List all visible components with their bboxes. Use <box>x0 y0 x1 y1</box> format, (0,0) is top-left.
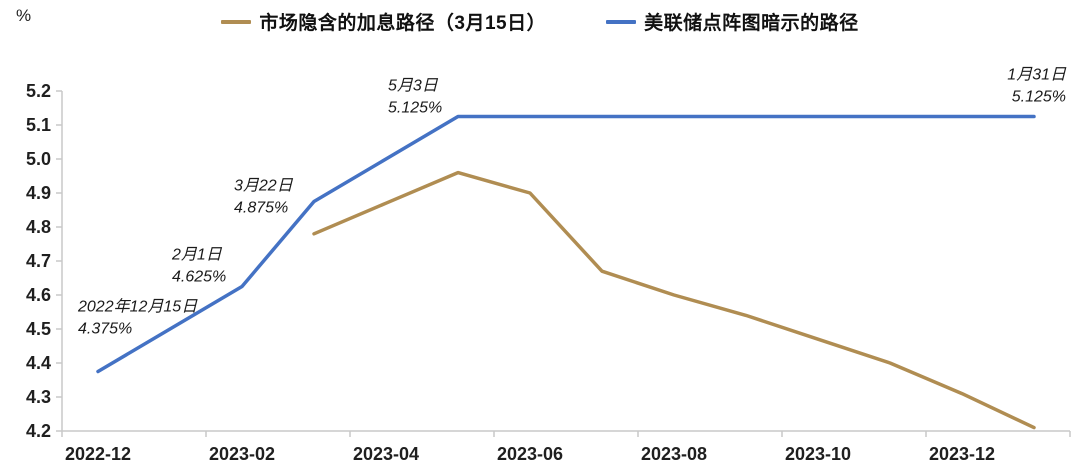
legend-swatch-market-path <box>221 19 252 24</box>
x-axis-tick-label: 2023-02 <box>209 444 275 464</box>
y-axis-tick-label: 4.6 <box>26 285 51 305</box>
y-axis-tick-label: 4.8 <box>26 217 51 237</box>
annotation-4-rate: 5.125% <box>1012 89 1066 106</box>
chart-legend: 市场隐含的加息路径（3月15日） 美联储点阵图暗示的路径 <box>0 8 1080 35</box>
annotation-3-rate: 5.125% <box>388 100 442 117</box>
annotation-1-rate: 4.625% <box>172 269 226 286</box>
x-axis-tick-label: 2023-06 <box>497 444 563 464</box>
y-axis-tick-label: 4.3 <box>26 387 51 407</box>
annotation-2-rate: 4.875% <box>234 200 288 217</box>
y-axis-tick-label: 4.9 <box>26 183 51 203</box>
y-axis-tick-label: 4.7 <box>26 251 51 271</box>
annotation-0-rate: 4.375% <box>78 321 132 338</box>
annotation-0-date: 2022年12月15日 <box>77 298 198 316</box>
annotation-2-date: 3月22日 <box>234 178 294 195</box>
x-axis-tick-label: 2023-08 <box>641 444 707 464</box>
legend-label-market-path: 市场隐含的加息路径（3月15日） <box>259 13 547 34</box>
annotation-4-date: 1月31日 <box>1007 67 1067 84</box>
y-axis-tick-label: 5.2 <box>26 81 51 101</box>
annotation-3-date: 5月3日 <box>388 78 439 95</box>
series-line-1 <box>96 114 1036 374</box>
series-line-0 <box>312 170 1036 430</box>
legend-swatch-fed-dotplot <box>606 19 637 24</box>
x-axis-tick-label: 2022-12 <box>65 444 131 464</box>
y-axis-unit-label: % <box>16 6 32 25</box>
y-axis-tick-label: 4.4 <box>26 353 51 373</box>
legend-item-market-path: 市场隐含的加息路径（3月15日） <box>221 8 546 35</box>
x-axis-tick-label: 2023-12 <box>929 444 995 464</box>
legend-item-fed-dotplot: 美联储点阵图暗示的路径 <box>606 8 859 35</box>
x-axis-tick-label: 2023-04 <box>353 444 419 464</box>
legend-label-fed-dotplot: 美联储点阵图暗示的路径 <box>644 13 859 34</box>
annotation-1-date: 2月1日 <box>171 247 223 264</box>
y-axis-tick-label: 4.5 <box>26 319 51 339</box>
y-axis-tick-label: 4.2 <box>26 421 51 441</box>
y-axis-tick-label: 5.0 <box>26 149 51 169</box>
y-axis-tick-label: 5.1 <box>26 115 51 135</box>
x-axis-tick-label: 2023-10 <box>785 444 851 464</box>
